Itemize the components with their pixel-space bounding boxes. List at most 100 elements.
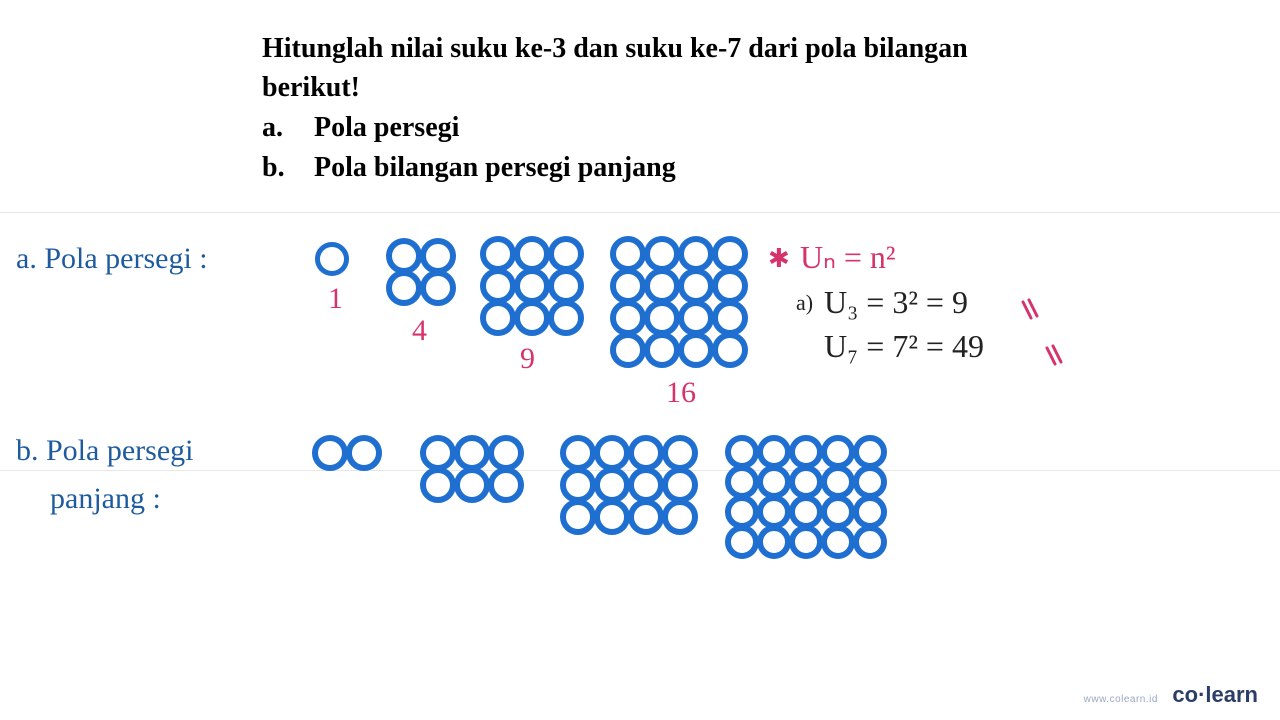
circle-icon: [789, 495, 823, 529]
circle-pattern: [312, 435, 380, 467]
circle-icon: [821, 435, 855, 469]
section-b-label-line2: panjang :: [50, 482, 161, 516]
circle-icon: [346, 435, 382, 471]
circle-icon: [821, 465, 855, 499]
pattern-count-label: 1: [328, 282, 343, 316]
circle-icon: [789, 435, 823, 469]
circle-icon: [420, 270, 456, 306]
circle-icon: [420, 467, 456, 503]
circle-icon: [853, 495, 887, 529]
circle-icon: [712, 332, 748, 368]
question-line1: Hitunglah nilai suku ke-3 dan suku ke-7 …: [262, 33, 968, 65]
circle-icon: [725, 495, 759, 529]
circle-icon: [821, 495, 855, 529]
circle-icon: [312, 435, 348, 471]
circle-icon: [488, 467, 524, 503]
circle-icon: [712, 236, 748, 272]
circle-icon: [386, 238, 422, 274]
circle-icon: [853, 465, 887, 499]
formula-text: Uₙ = n²: [800, 238, 896, 276]
section-a-label: a. Pola persegi :: [16, 242, 208, 276]
calc-a-marker: a): [796, 290, 813, 316]
circle-icon: [514, 268, 550, 304]
question-line2: berikut!: [262, 72, 360, 104]
circle-icon: [610, 236, 646, 272]
circle-icon: [678, 268, 714, 304]
circle-icon: [662, 435, 698, 471]
circle-icon: [488, 435, 524, 471]
circle-icon: [548, 300, 584, 336]
circle-icon: [594, 499, 630, 535]
circle-icon: [480, 268, 516, 304]
circle-icon: [757, 495, 791, 529]
circle-icon: [560, 467, 596, 503]
circle-icon: [454, 435, 490, 471]
circle-icon: [757, 525, 791, 559]
tick-mark-icon: [1020, 296, 1046, 322]
circle-icon: [610, 332, 646, 368]
circle-icon: [678, 300, 714, 336]
circle-icon: [628, 435, 664, 471]
circle-icon: [678, 332, 714, 368]
circle-icon: [480, 300, 516, 336]
circle-icon: [610, 300, 646, 336]
circle-icon: [662, 499, 698, 535]
circle-icon: [757, 465, 791, 499]
circle-icon: [644, 300, 680, 336]
watermark-brand: co·learn: [1172, 682, 1258, 707]
circle-icon: [594, 467, 630, 503]
tick-mark-icon: [1044, 342, 1070, 368]
circle-icon: [712, 268, 748, 304]
circle-icon: [480, 236, 516, 272]
circle-icon: [853, 525, 887, 559]
watermark-url: www.colearn.id: [1084, 694, 1158, 705]
circle-pattern: [315, 242, 347, 272]
circle-pattern: [386, 238, 454, 302]
circle-icon: [725, 435, 759, 469]
calc-line2: U₇ = 7² = 49: [824, 328, 984, 365]
circle-icon: [644, 268, 680, 304]
circle-icon: [789, 525, 823, 559]
section-b-label-line1: b. Pola persegi: [16, 434, 193, 468]
circle-icon: [821, 525, 855, 559]
circle-icon: [514, 300, 550, 336]
circle-icon: [757, 435, 791, 469]
circle-pattern: [610, 236, 746, 364]
circle-icon: [725, 525, 759, 559]
circle-icon: [628, 467, 664, 503]
watermark: www.colearn.id co·learn: [1084, 682, 1258, 708]
circle-icon: [789, 465, 823, 499]
circle-icon: [610, 268, 646, 304]
circle-icon: [420, 435, 456, 471]
calc-line1: U₃ = 3² = 9: [824, 284, 968, 321]
circle-icon: [712, 300, 748, 336]
guideline: [0, 212, 1280, 213]
circle-pattern: [480, 236, 582, 332]
circle-icon: [514, 236, 550, 272]
question-item-a-text: Pola persegi: [314, 112, 459, 144]
pattern-count-label: 4: [412, 314, 427, 348]
circle-icon: [454, 467, 490, 503]
question-item-b-marker: b.: [262, 152, 285, 184]
formula-star: ✱: [768, 244, 790, 274]
pattern-count-label: 16: [666, 376, 696, 410]
circle-icon: [560, 499, 596, 535]
circle-icon: [853, 435, 887, 469]
circle-pattern: [560, 435, 696, 531]
circle-icon: [548, 268, 584, 304]
circle-icon: [420, 238, 456, 274]
circle-icon: [315, 242, 349, 276]
question-item-a-marker: a.: [262, 112, 283, 144]
circle-icon: [662, 467, 698, 503]
circle-icon: [386, 270, 422, 306]
circle-icon: [628, 499, 664, 535]
pattern-count-label: 9: [520, 342, 535, 376]
circle-pattern: [725, 435, 885, 555]
circle-icon: [725, 465, 759, 499]
circle-icon: [644, 236, 680, 272]
circle-icon: [560, 435, 596, 471]
circle-pattern: [420, 435, 522, 499]
circle-icon: [594, 435, 630, 471]
circle-icon: [644, 332, 680, 368]
question-item-b-text: Pola bilangan persegi panjang: [314, 152, 676, 184]
